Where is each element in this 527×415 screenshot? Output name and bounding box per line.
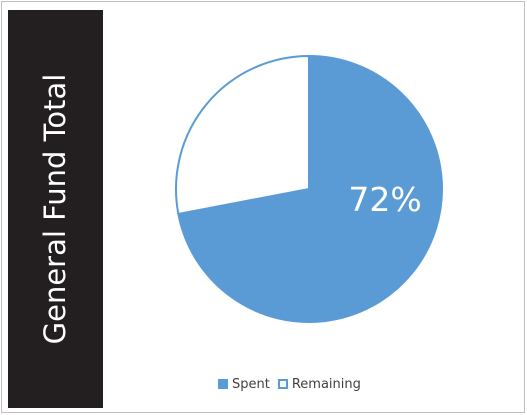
pie-data-labels: 72% xyxy=(348,180,421,219)
side-title-band xyxy=(8,10,103,408)
legend: Spent Remaining xyxy=(218,375,369,393)
legend-item-spent: Spent xyxy=(218,377,270,392)
pie-slice-remaining xyxy=(175,54,310,216)
pie-slice-spent xyxy=(177,54,443,323)
data-label-spent: 72% xyxy=(348,180,421,219)
legend-label-remaining: Remaining xyxy=(291,376,361,392)
legend-swatch-remaining xyxy=(277,379,288,389)
legend-label-spent: Spent xyxy=(232,376,270,392)
legend-item-remaining: Remaining xyxy=(277,376,361,392)
legend-swatch-spent xyxy=(218,379,228,389)
pie-slices xyxy=(175,54,443,323)
